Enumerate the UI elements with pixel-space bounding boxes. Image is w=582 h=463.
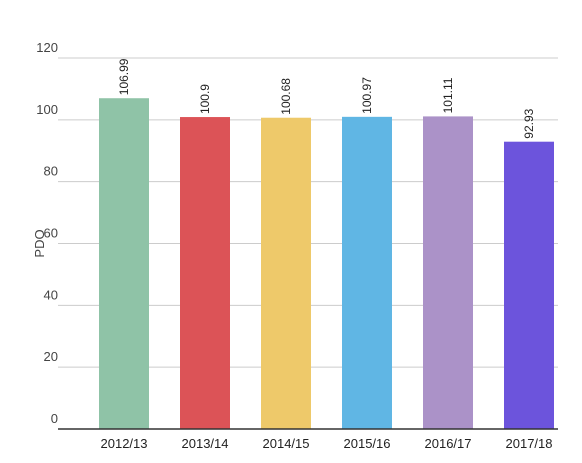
value-label: 106.99 xyxy=(117,58,131,95)
x-tick-label: 2014/15 xyxy=(263,436,310,451)
value-label: 100.9 xyxy=(198,84,212,114)
value-label: 100.68 xyxy=(279,78,293,115)
y-tick-label: 80 xyxy=(44,164,58,179)
value-labels: 106.99 100.9 100.68 100.97 101.11 92.93 xyxy=(117,58,536,138)
bar xyxy=(99,98,149,429)
x-axis-ticks: 2012/13 2013/14 2014/15 2015/16 2016/17 2017/… xyxy=(101,436,553,451)
x-tick-label: 2013/14 xyxy=(182,436,229,451)
y-tick-label: 20 xyxy=(44,349,58,364)
value-label: 92.93 xyxy=(522,108,536,138)
value-label: 101.11 xyxy=(441,77,455,113)
x-tick-label: 2012/13 xyxy=(101,436,148,451)
x-tick-label: 2015/16 xyxy=(344,436,391,451)
y-tick-label: 60 xyxy=(44,226,58,241)
y-tick-label: 0 xyxy=(51,411,58,426)
bar xyxy=(180,117,230,429)
value-label: 100.97 xyxy=(360,77,374,114)
bar xyxy=(504,141,554,430)
bar xyxy=(423,116,473,429)
y-axis-ticks: 0 20 40 60 80 100 120 xyxy=(36,40,58,426)
x-tick-label: 2017/18 xyxy=(506,436,553,451)
bars xyxy=(99,98,554,430)
y-tick-label: 40 xyxy=(44,287,58,302)
x-tick-label: 2016/17 xyxy=(425,436,472,451)
bar xyxy=(261,117,311,429)
bar xyxy=(342,116,392,430)
y-tick-label: 120 xyxy=(36,40,58,55)
y-tick-label: 100 xyxy=(36,102,58,117)
y-axis-title: PDO xyxy=(32,229,47,257)
